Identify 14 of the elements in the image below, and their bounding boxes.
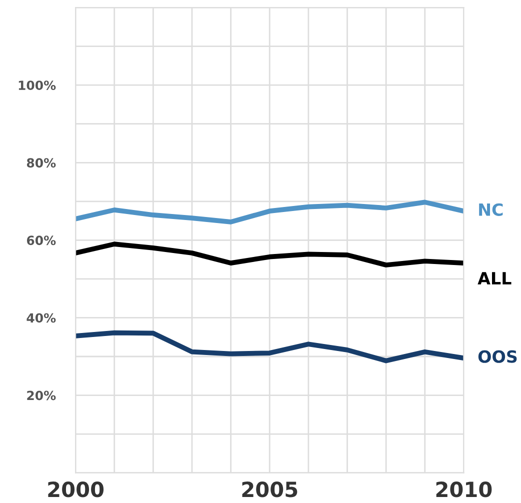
x-tick-label: 2010 <box>436 482 492 498</box>
y-tick-label: 100% <box>18 80 56 90</box>
x-tick-label: 2000 <box>48 482 104 498</box>
x-tick-label: 2005 <box>242 482 298 498</box>
y-tick-label: 60% <box>26 236 56 246</box>
y-tick-label: 80% <box>26 158 56 168</box>
line-series <box>76 242 464 268</box>
series-label: NC <box>479 203 503 216</box>
line-series <box>76 200 464 224</box>
y-tick-label: 40% <box>26 313 56 323</box>
line-series <box>76 330 464 364</box>
y-tick-label: 20% <box>27 390 56 400</box>
series-label: OOS <box>478 350 517 363</box>
series-label: ALL <box>478 272 512 284</box>
